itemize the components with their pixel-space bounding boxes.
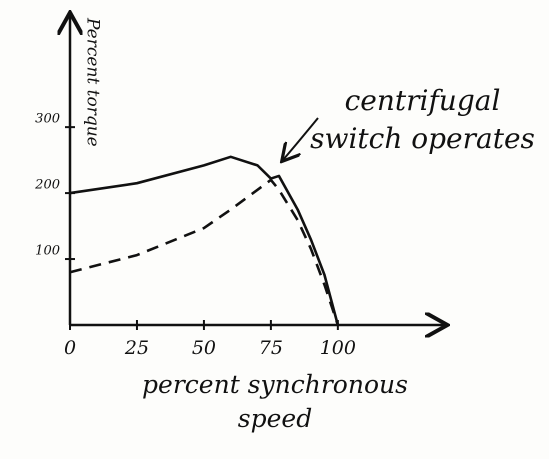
y-axis-label: Percent torque — [83, 17, 103, 147]
line-series — [70, 180, 338, 325]
y-tick-label: 300 — [35, 112, 60, 127]
x-tick-label: 0 — [64, 337, 76, 359]
x-tick-label: 25 — [124, 337, 149, 359]
y-tick-label: 100 — [35, 244, 60, 259]
line-series — [70, 157, 338, 325]
x-axis-label: percent synchronous speed — [130, 368, 420, 436]
x-tick-label: 75 — [259, 337, 283, 359]
y-tick-label: 200 — [34, 178, 60, 193]
page: Percent torque 0 25 50 75 100 100 200 300 perce… — [0, 0, 549, 459]
x-tick-label: 100 — [320, 337, 356, 359]
x-tick-label: 50 — [192, 337, 216, 359]
annotation: centrifugal switch operates — [300, 82, 545, 158]
